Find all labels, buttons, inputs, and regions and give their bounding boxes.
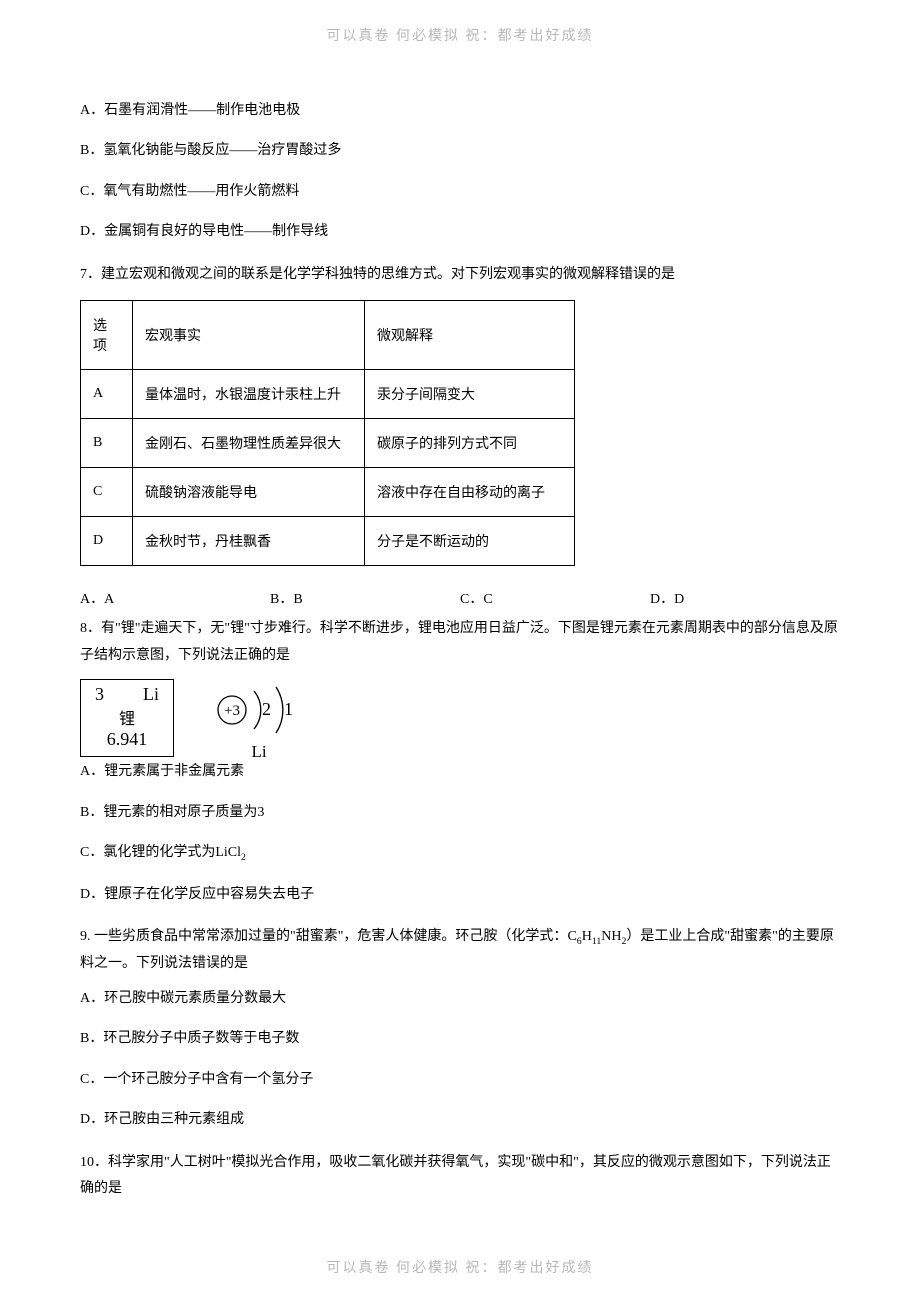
q7-choice-b: B．B bbox=[270, 588, 460, 608]
q7-choice-c: C．C bbox=[460, 588, 650, 608]
th-explain: 微观解释 bbox=[365, 301, 575, 370]
atom-structure-diagram: +3 2 1 Li bbox=[204, 683, 314, 753]
element-symbol: Li bbox=[143, 684, 159, 705]
atomic-number: 3 bbox=[95, 684, 104, 705]
cell-fact: 金刚石、石墨物理性质差异很大 bbox=[133, 419, 365, 468]
pre-option-c: C．氧气有助燃性——用作火箭燃料 bbox=[80, 181, 840, 203]
q9-sub2: 11 bbox=[592, 936, 601, 947]
cell-opt: B bbox=[81, 419, 133, 468]
atom-diagram-label: Li bbox=[204, 742, 314, 762]
pre-option-d: D．金属铜有良好的导电性——制作导线 bbox=[80, 221, 840, 243]
q8-option-d: D．锂原子在化学反应中容易失去电子 bbox=[80, 884, 840, 906]
q7-table: 选项 宏观事实 微观解释 A 量体温时，水银温度计汞柱上升 汞分子间隔变大 B … bbox=[80, 300, 575, 566]
cell-exp: 分子是不断运动的 bbox=[365, 517, 575, 566]
q7-choice-d: D．D bbox=[650, 588, 840, 608]
q9-stem: 9. 一些劣质食品中常常添加过量的"甜蜜素"，危害人体健康。环己胺（化学式：C6… bbox=[80, 924, 840, 978]
table-row: C 硫酸钠溶液能导电 溶液中存在自由移动的离子 bbox=[81, 468, 575, 517]
q7-choice-a: A．A bbox=[80, 588, 270, 608]
q8-optc-formula: LiCl bbox=[215, 845, 241, 860]
cell-exp: 碳原子的排列方式不同 bbox=[365, 419, 575, 468]
cell-fact: 量体温时，水银温度计汞柱上升 bbox=[133, 370, 365, 419]
q8-diagram-row: 3 Li 锂 6.941 +3 2 1 Li bbox=[80, 679, 840, 757]
q7-stem: 7．建立宏观和微观之间的联系是化学学科独特的思维方式。对下列宏观事实的微观解释错… bbox=[80, 262, 840, 289]
q9-formula-nh: NH bbox=[601, 929, 621, 944]
cell-exp: 汞分子间隔变大 bbox=[365, 370, 575, 419]
q8-option-a: A．锂元素属于非金属元素 bbox=[80, 761, 840, 783]
q7-choices: A．A B．B C．C D．D bbox=[80, 588, 840, 608]
th-option: 选项 bbox=[81, 301, 133, 370]
cell-opt: D bbox=[81, 517, 133, 566]
element-name: 锂 bbox=[89, 705, 165, 729]
q9-formula-h: H bbox=[582, 929, 592, 944]
cell-opt: C bbox=[81, 468, 133, 517]
cell-opt: A bbox=[81, 370, 133, 419]
q9-formula-c: C bbox=[567, 929, 576, 944]
q10-stem: 10．科学家用"人工树叶"模拟光合作用，吸收二氧化碳并获得氧气，实现"碳中和"，… bbox=[80, 1150, 840, 1203]
pre-option-a: A．石墨有润滑性——制作电池电极 bbox=[80, 100, 840, 122]
table-row: A 量体温时，水银温度计汞柱上升 汞分子间隔变大 bbox=[81, 370, 575, 419]
table-header-row: 选项 宏观事实 微观解释 bbox=[81, 301, 575, 370]
q9-option-a: A．环己胺中碳元素质量分数最大 bbox=[80, 988, 840, 1010]
table-row: D 金秋时节，丹桂飘香 分子是不断运动的 bbox=[81, 517, 575, 566]
q8-option-b: B．锂元素的相对原子质量为3 bbox=[80, 802, 840, 824]
periodic-table-cell: 3 Li 锂 6.941 bbox=[80, 679, 174, 757]
cell-exp: 溶液中存在自由移动的离子 bbox=[365, 468, 575, 517]
cell-fact: 金秋时节，丹桂飘香 bbox=[133, 517, 365, 566]
q9-option-b: B．环己胺分子中质子数等于电子数 bbox=[80, 1028, 840, 1050]
q8-option-c: C．氯化锂的化学式为LiCl2 bbox=[80, 842, 840, 865]
atomic-mass: 6.941 bbox=[89, 729, 165, 750]
q9-stem-pre: 9. 一些劣质食品中常常添加过量的"甜蜜素"，危害人体健康。环己胺（化学式： bbox=[80, 929, 567, 944]
page-footer: 可以真卷 何必模拟 祝：都考出好成绩 bbox=[0, 1257, 920, 1277]
page-header: 可以真卷 何必模拟 祝：都考出好成绩 bbox=[80, 25, 840, 45]
q9-option-d: D．环己胺由三种元素组成 bbox=[80, 1109, 840, 1131]
table-row: B 金刚石、石墨物理性质差异很大 碳原子的排列方式不同 bbox=[81, 419, 575, 468]
nucleus-charge: +3 bbox=[224, 703, 240, 719]
q8-optc-sub: 2 bbox=[241, 852, 246, 863]
shell-1-electrons: 2 bbox=[262, 699, 271, 719]
q9-option-c: C．一个环己胺分子中含有一个氢分子 bbox=[80, 1069, 840, 1091]
q8-stem: 8．有"锂"走遍天下，无"锂"寸步难行。科学不断进步，锂电池应用日益广泛。下图是… bbox=[80, 616, 840, 669]
shell-2-electrons: 1 bbox=[284, 699, 293, 719]
cell-fact: 硫酸钠溶液能导电 bbox=[133, 468, 365, 517]
q8-optc-pre: C．氯化锂的化学式为 bbox=[80, 845, 215, 860]
pre-option-b: B．氢氧化钠能与酸反应——治疗胃酸过多 bbox=[80, 140, 840, 162]
th-fact: 宏观事实 bbox=[133, 301, 365, 370]
